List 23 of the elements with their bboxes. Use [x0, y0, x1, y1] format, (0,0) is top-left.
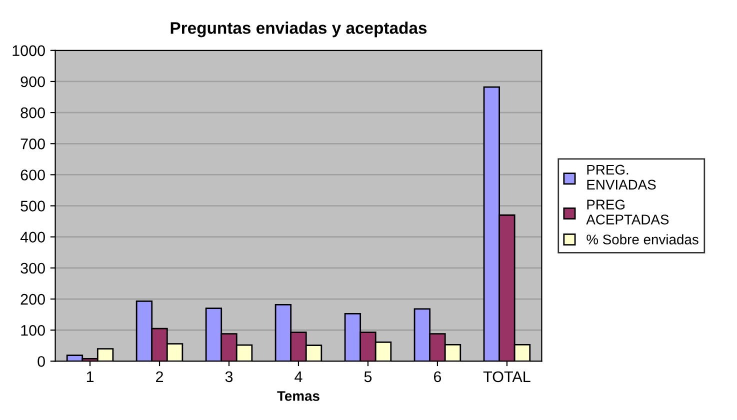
x-tick-label: 3 [225, 371, 233, 382]
y-tick-label: 700 [20, 138, 45, 150]
x-tick-label: 1 [86, 371, 94, 382]
y-tick-label: 800 [20, 107, 45, 118]
x-tick-label: 4 [294, 371, 302, 382]
x-tick-label: 5 [364, 371, 372, 382]
y-tick-label: 0 [38, 356, 45, 367]
legend-label: % Sobre enviadas [586, 234, 698, 244]
x-tick-label: 6 [434, 371, 442, 382]
x-tick-label: 2 [156, 371, 163, 382]
x-axis-title: Temas [277, 391, 320, 401]
legend-label: PREG. ENVIADAS [587, 164, 656, 190]
y-tick-label: 200 [20, 294, 45, 305]
y-tick-label: 600 [20, 170, 45, 180]
x-tick-label: TOTAL [483, 371, 530, 382]
y-tick-label: 1000 [12, 45, 45, 56]
y-tick-label: 100 [21, 324, 45, 336]
y-tick-label: 500 [20, 200, 45, 212]
y-tick-label: 900 [20, 76, 45, 88]
chart-title: Preguntas enviadas y aceptadas [170, 22, 427, 38]
y-tick-label: 400 [20, 232, 45, 243]
legend-label: PREG ACEPTADAS [586, 200, 669, 224]
y-tick-label: 300 [20, 262, 45, 274]
